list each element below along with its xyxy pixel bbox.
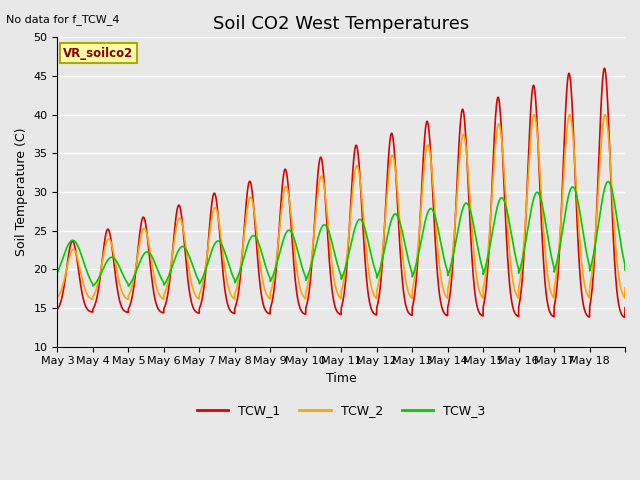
TCW_2 <box>621 285 629 291</box>
TCW_1 <box>615 302 623 308</box>
TCW_3 <box>414 253 422 259</box>
TCW_2 <box>89 297 97 302</box>
TCW_1 <box>621 314 628 320</box>
Title: Soil CO2 West Temperatures: Soil CO2 West Temperatures <box>213 15 469 33</box>
TCW_3 <box>615 229 623 235</box>
TCW_3 <box>604 179 612 184</box>
Line: TCW_2: TCW_2 <box>58 115 625 300</box>
TCW_3 <box>534 190 542 196</box>
TCW_2 <box>534 145 542 151</box>
TCW_1 <box>170 237 177 243</box>
TCW_2 <box>602 112 609 118</box>
Y-axis label: Soil Temperature (C): Soil Temperature (C) <box>15 128 28 256</box>
Text: VR_soilco2: VR_soilco2 <box>63 47 133 60</box>
TCW_1 <box>414 254 422 260</box>
TCW_1 <box>534 145 542 151</box>
TCW_2 <box>615 276 623 281</box>
TCW_3 <box>621 267 629 273</box>
X-axis label: Time: Time <box>326 372 356 385</box>
TCW_3 <box>54 270 61 276</box>
TCW_1 <box>621 305 629 311</box>
Line: TCW_3: TCW_3 <box>58 181 625 286</box>
TCW_1 <box>464 177 472 182</box>
TCW_2 <box>54 294 61 300</box>
TCW_2 <box>464 169 472 175</box>
Legend: TCW_1, TCW_2, TCW_3: TCW_1, TCW_2, TCW_3 <box>192 399 490 422</box>
TCW_1 <box>500 185 508 191</box>
TCW_3 <box>500 198 508 204</box>
TCW_3 <box>125 283 132 289</box>
TCW_2 <box>414 243 422 249</box>
TCW_3 <box>464 202 472 208</box>
TCW_2 <box>500 172 508 178</box>
Line: TCW_1: TCW_1 <box>58 68 625 317</box>
TCW_3 <box>170 259 178 265</box>
TCW_1 <box>54 306 61 312</box>
TCW_1 <box>600 65 608 71</box>
TCW_2 <box>170 241 178 247</box>
Text: No data for f_TCW_4: No data for f_TCW_4 <box>6 14 120 25</box>
